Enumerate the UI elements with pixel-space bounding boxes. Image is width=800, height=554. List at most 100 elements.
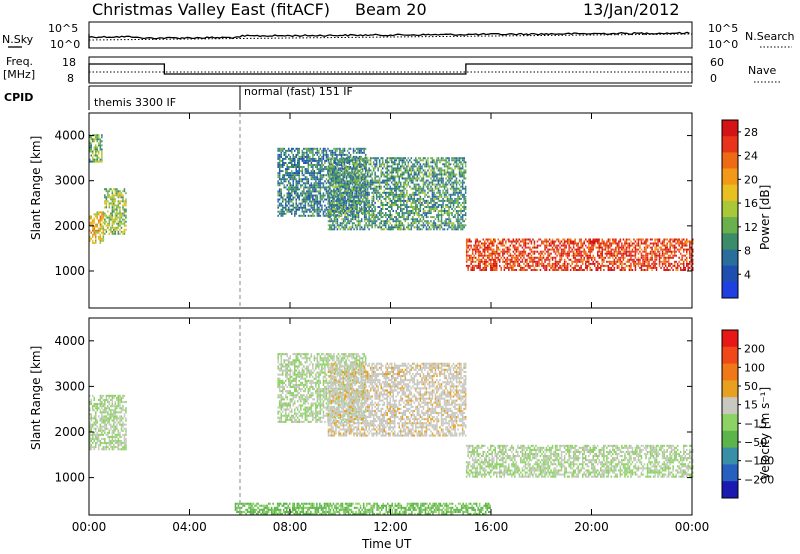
power-echo-cell xyxy=(354,201,357,204)
power-echo-cell xyxy=(99,237,102,240)
power-echo-cell xyxy=(403,167,405,170)
power-echo-cell xyxy=(428,167,431,170)
power-echo-cell xyxy=(419,157,422,160)
power-echo-cell xyxy=(407,222,410,225)
power-echo-cell xyxy=(471,260,474,263)
power-echo-cell xyxy=(505,262,507,265)
power-echo-cell xyxy=(508,266,510,269)
power-echo-cell xyxy=(382,204,384,206)
power-echo-cell xyxy=(286,200,288,203)
power-echo-cell xyxy=(322,194,325,197)
power-echo-cell xyxy=(460,218,462,221)
power-echo-cell xyxy=(437,189,440,192)
power-echo-cell xyxy=(572,242,575,245)
power-echo-cell xyxy=(342,157,345,160)
power-echo-cell xyxy=(355,194,358,197)
power-echo-cell xyxy=(356,216,358,219)
power-echo-cell xyxy=(277,174,279,177)
power-echo-cell xyxy=(421,167,423,170)
power-echo-cell xyxy=(585,264,587,267)
power-echo-cell xyxy=(372,218,375,221)
power-echo-cell xyxy=(391,159,393,162)
power-echo-cell xyxy=(541,252,543,255)
power-echo-cell xyxy=(313,182,316,185)
power-echo-cell xyxy=(382,181,384,184)
power-echo-cell xyxy=(298,180,300,183)
power-echo-cell xyxy=(440,181,443,184)
power-echo-cell xyxy=(285,172,287,175)
power-echo-cell xyxy=(357,179,360,182)
power-echo-cell xyxy=(468,256,471,259)
power-echo-cell xyxy=(625,252,628,255)
power-echo-cell xyxy=(451,177,453,180)
power-echo-cell xyxy=(465,252,468,255)
power-echo-cell xyxy=(289,196,291,199)
power-echo-cell xyxy=(545,246,548,249)
power-echo-cell xyxy=(465,246,468,249)
power-echo-cell xyxy=(575,252,578,255)
power-echo-cell xyxy=(335,216,337,219)
power-echo-cell xyxy=(418,199,420,202)
power-echo-cell xyxy=(95,138,97,141)
power-echo-cell xyxy=(457,204,459,206)
power-echo-cell xyxy=(455,201,458,204)
power-echo-cell xyxy=(356,224,358,227)
power-echo-cell xyxy=(333,173,336,176)
power-echo-cell xyxy=(476,258,478,261)
power-echo-cell xyxy=(448,206,450,208)
power-echo-cell xyxy=(375,214,378,217)
power-echo-cell xyxy=(407,228,410,231)
power-echo-cell xyxy=(369,179,372,182)
power-echo-cell xyxy=(89,136,91,139)
power-echo-cell xyxy=(329,175,331,178)
power-echo-cell xyxy=(557,266,560,269)
power-echo-cell xyxy=(95,215,97,218)
power-echo-cell xyxy=(332,185,334,188)
power-echo-cell xyxy=(306,153,308,156)
power-echo-cell xyxy=(335,193,337,196)
power-echo-cell xyxy=(278,162,281,164)
power-echo-cell xyxy=(352,202,355,205)
power-echo-cell xyxy=(333,169,336,172)
power-echo-cell xyxy=(434,179,437,182)
power-echo-cell xyxy=(445,218,447,221)
power-echo-cell xyxy=(482,266,484,269)
power-echo-cell xyxy=(547,264,549,267)
power-echo-cell xyxy=(351,202,353,205)
power-echo-cell xyxy=(332,183,334,186)
power-echo-cell xyxy=(389,193,391,196)
power-echo-cell xyxy=(418,165,420,168)
power-echo-cell xyxy=(433,220,435,223)
power-echo-cell xyxy=(484,246,486,249)
power-echo-cell xyxy=(346,149,349,152)
power-echo-cell xyxy=(448,161,450,164)
power-echo-cell xyxy=(409,185,411,188)
power-echo-cell xyxy=(322,192,325,195)
power-echo-cell xyxy=(460,169,462,172)
power-echo-cell xyxy=(315,190,317,193)
power-echo-cell xyxy=(344,206,346,208)
power-echo-cell xyxy=(357,163,360,166)
power-echo-cell xyxy=(295,204,297,207)
power-echo-cell xyxy=(578,238,581,241)
power-echo-cell xyxy=(397,167,399,170)
power-echo-cell xyxy=(303,196,305,199)
power-echo-cell xyxy=(422,197,425,200)
power-echo-cell xyxy=(395,163,397,166)
power-echo-cell xyxy=(321,157,323,160)
power-echo-cell xyxy=(430,197,432,200)
power-echo-cell xyxy=(527,252,530,255)
power-echo-cell xyxy=(316,151,319,154)
power-echo-cell xyxy=(440,173,443,176)
power-echo-cell xyxy=(391,167,393,170)
power-echo-cell xyxy=(321,155,323,158)
power-echo-cell xyxy=(289,149,291,152)
power-echo-cell xyxy=(363,210,366,212)
power-echo-cell xyxy=(473,264,475,267)
power-echo-cell xyxy=(321,168,323,171)
power-echo-cell xyxy=(383,179,385,182)
power-echo-cell xyxy=(348,155,350,158)
power-echo-cell xyxy=(338,226,340,229)
power-echo-cell xyxy=(288,192,290,195)
